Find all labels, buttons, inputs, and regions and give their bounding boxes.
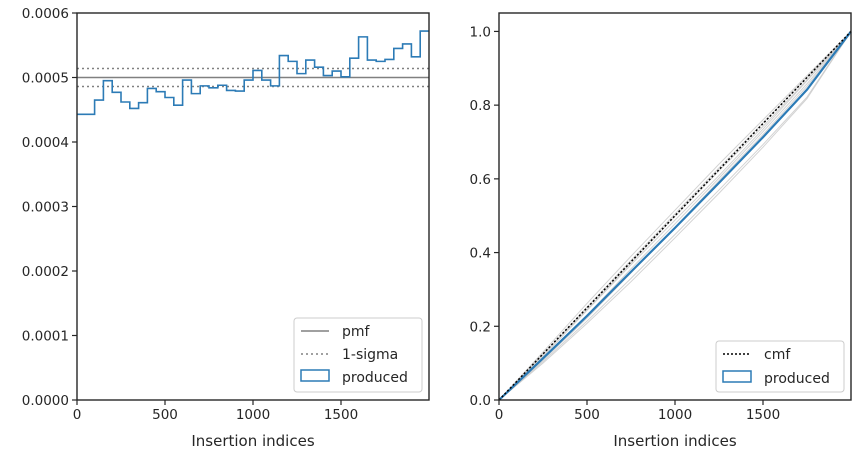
pmf-y-ticks: 0.0000 0.0001 0.0002 0.0003 0.0004 0.0005 0.00… xyxy=(22,6,77,409)
y-tick-label: 0.0000 xyxy=(22,393,69,409)
x-tick-label: 0 xyxy=(73,407,82,423)
pmf-legend: pmf 1-sigma produced xyxy=(293,317,423,393)
y-tick-label: 0.0 xyxy=(470,393,491,409)
produced-histogram xyxy=(77,30,429,116)
legend-produced-swatch xyxy=(300,369,330,382)
produced-step-line xyxy=(77,30,429,116)
legend-produced-swatch xyxy=(722,370,752,383)
y-tick-label: 0.0005 xyxy=(22,71,69,87)
cmf-y-ticks: 0.0 0.2 0.4 0.6 0.8 1.0 xyxy=(470,24,499,409)
x-tick-label: 500 xyxy=(574,407,600,423)
produced-cdf-line xyxy=(498,30,852,401)
legend-produced-label: produced xyxy=(342,370,408,386)
sample-curve xyxy=(498,31,852,401)
y-tick-label: 0.4 xyxy=(470,246,491,262)
x-tick-label: 500 xyxy=(152,407,178,423)
pmf-x-axis-label: Insertion indices xyxy=(191,432,314,450)
legend-cmf-label: cmf xyxy=(764,347,791,363)
y-tick-label: 1.0 xyxy=(470,24,491,40)
legend-1-sigma-label: 1-sigma xyxy=(342,347,398,363)
x-tick-label: 1500 xyxy=(324,407,358,423)
x-tick-label: 1500 xyxy=(746,407,780,423)
cmf-x-axis-label: Insertion indices xyxy=(613,432,736,450)
cmf-lines xyxy=(498,30,852,401)
y-tick-label: 0.6 xyxy=(470,172,491,188)
cmf-legend: cmf produced xyxy=(715,340,845,393)
x-tick-label: 1000 xyxy=(236,407,270,423)
y-tick-label: 0.0004 xyxy=(22,135,69,151)
sample-curve xyxy=(498,31,852,401)
x-tick-label: 0 xyxy=(495,407,504,423)
y-tick-label: 0.0001 xyxy=(22,329,69,345)
y-tick-label: 0.0002 xyxy=(22,264,69,280)
pmf-legend-box xyxy=(293,317,423,393)
y-tick-label: 0.2 xyxy=(470,319,491,335)
y-tick-label: 0.8 xyxy=(470,98,491,114)
sample-curve xyxy=(498,31,852,401)
legend-pmf-label: pmf xyxy=(342,324,371,340)
cmf-x-ticks: 0 500 1000 1500 xyxy=(495,400,780,423)
y-tick-label: 0.0006 xyxy=(22,6,69,22)
pmf-panel: 0 500 1000 1500 0.00000.00010.00020.00030.0… xyxy=(22,6,430,450)
sample-curve xyxy=(498,31,852,401)
cmf-line xyxy=(498,30,852,401)
x-tick-label: 1000 xyxy=(658,407,692,423)
pmf-x-ticks: 0 500 1000 1500 xyxy=(73,400,358,423)
legend-produced-label: produced xyxy=(764,371,830,387)
cmf-panel: 0 500 1000 1500 0.0 0.2 0.4 0.6 0.8 1.0 Insertio… xyxy=(470,12,852,450)
y-tick-label: 0.0003 xyxy=(22,200,69,216)
